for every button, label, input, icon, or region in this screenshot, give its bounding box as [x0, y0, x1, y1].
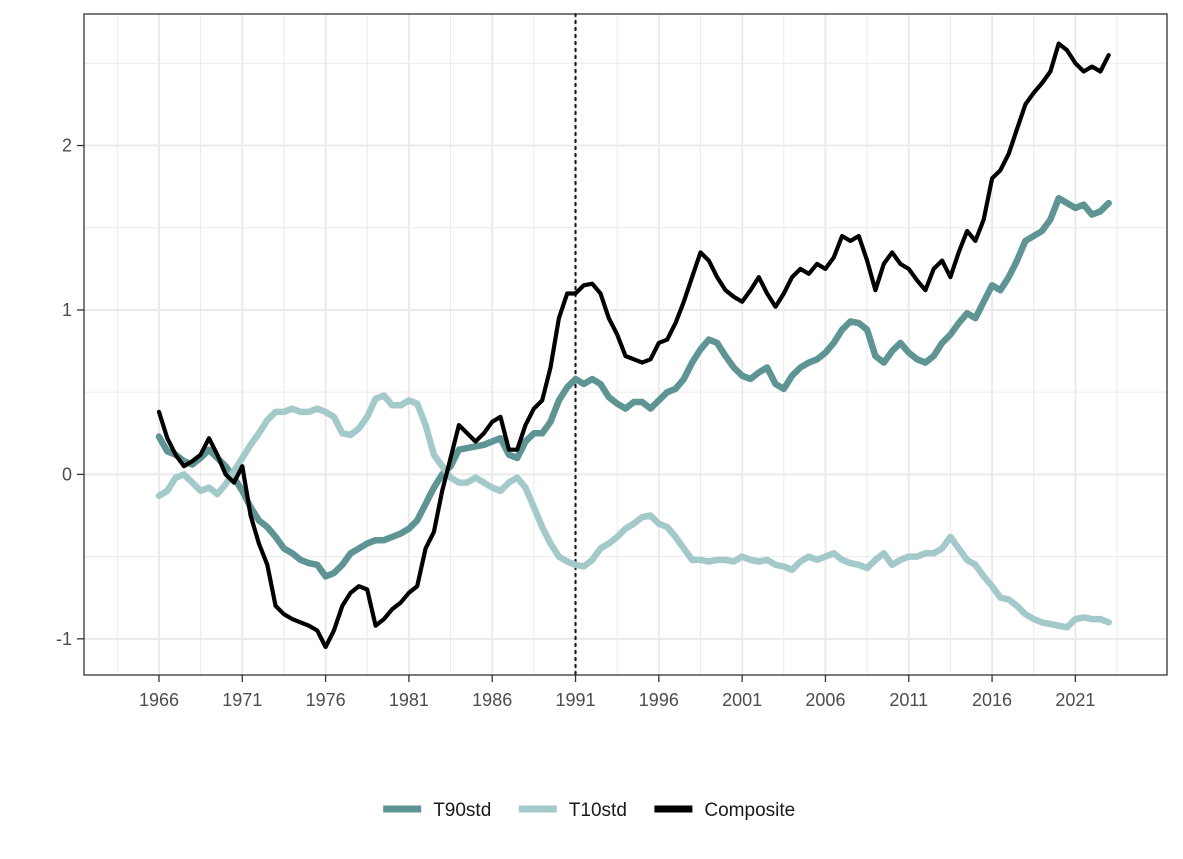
axis-group: 1966 1971 1976 1981 1986 1991 1996 2001 2006 2011…	[56, 136, 1095, 710]
x-tick-label: 1986	[472, 690, 512, 710]
x-tick-label: 1971	[222, 690, 262, 710]
legend-label: T90std	[433, 800, 491, 821]
x-tick-label: 1996	[639, 690, 679, 710]
x-tick-label: 1976	[306, 690, 346, 710]
legend-item-composite: Composite	[654, 800, 795, 821]
series-line-t10std	[155, 392, 1112, 631]
series-line-composite	[156, 41, 1111, 650]
x-tick-label: 2016	[972, 690, 1012, 710]
series-line-t90std	[155, 194, 1112, 580]
y-tick-label: -1	[56, 629, 72, 649]
y-tick-label: 2	[62, 136, 72, 156]
panel-border	[83, 13, 1168, 676]
x-tick-label: 1991	[555, 690, 595, 710]
y-tick-label: 0	[62, 464, 72, 484]
grid-lines	[84, 14, 1167, 675]
series-group	[155, 41, 1112, 650]
legend-label: T10std	[569, 800, 627, 821]
x-tick-label: 2006	[805, 690, 845, 710]
x-tick-label: 2001	[722, 690, 762, 710]
legend-item-t90std: T90std	[383, 800, 491, 821]
legend-item-t10std: T10std	[518, 800, 627, 821]
y-tick-label: 1	[62, 300, 72, 320]
x-tick-label: 1981	[389, 690, 429, 710]
legend: T90std T10std Composite	[383, 800, 795, 821]
legend-label: Composite	[704, 800, 795, 821]
x-tick-label: 2021	[1055, 690, 1095, 710]
x-tick-label: 2011	[889, 690, 928, 710]
x-tick-label: 1966	[139, 690, 179, 710]
